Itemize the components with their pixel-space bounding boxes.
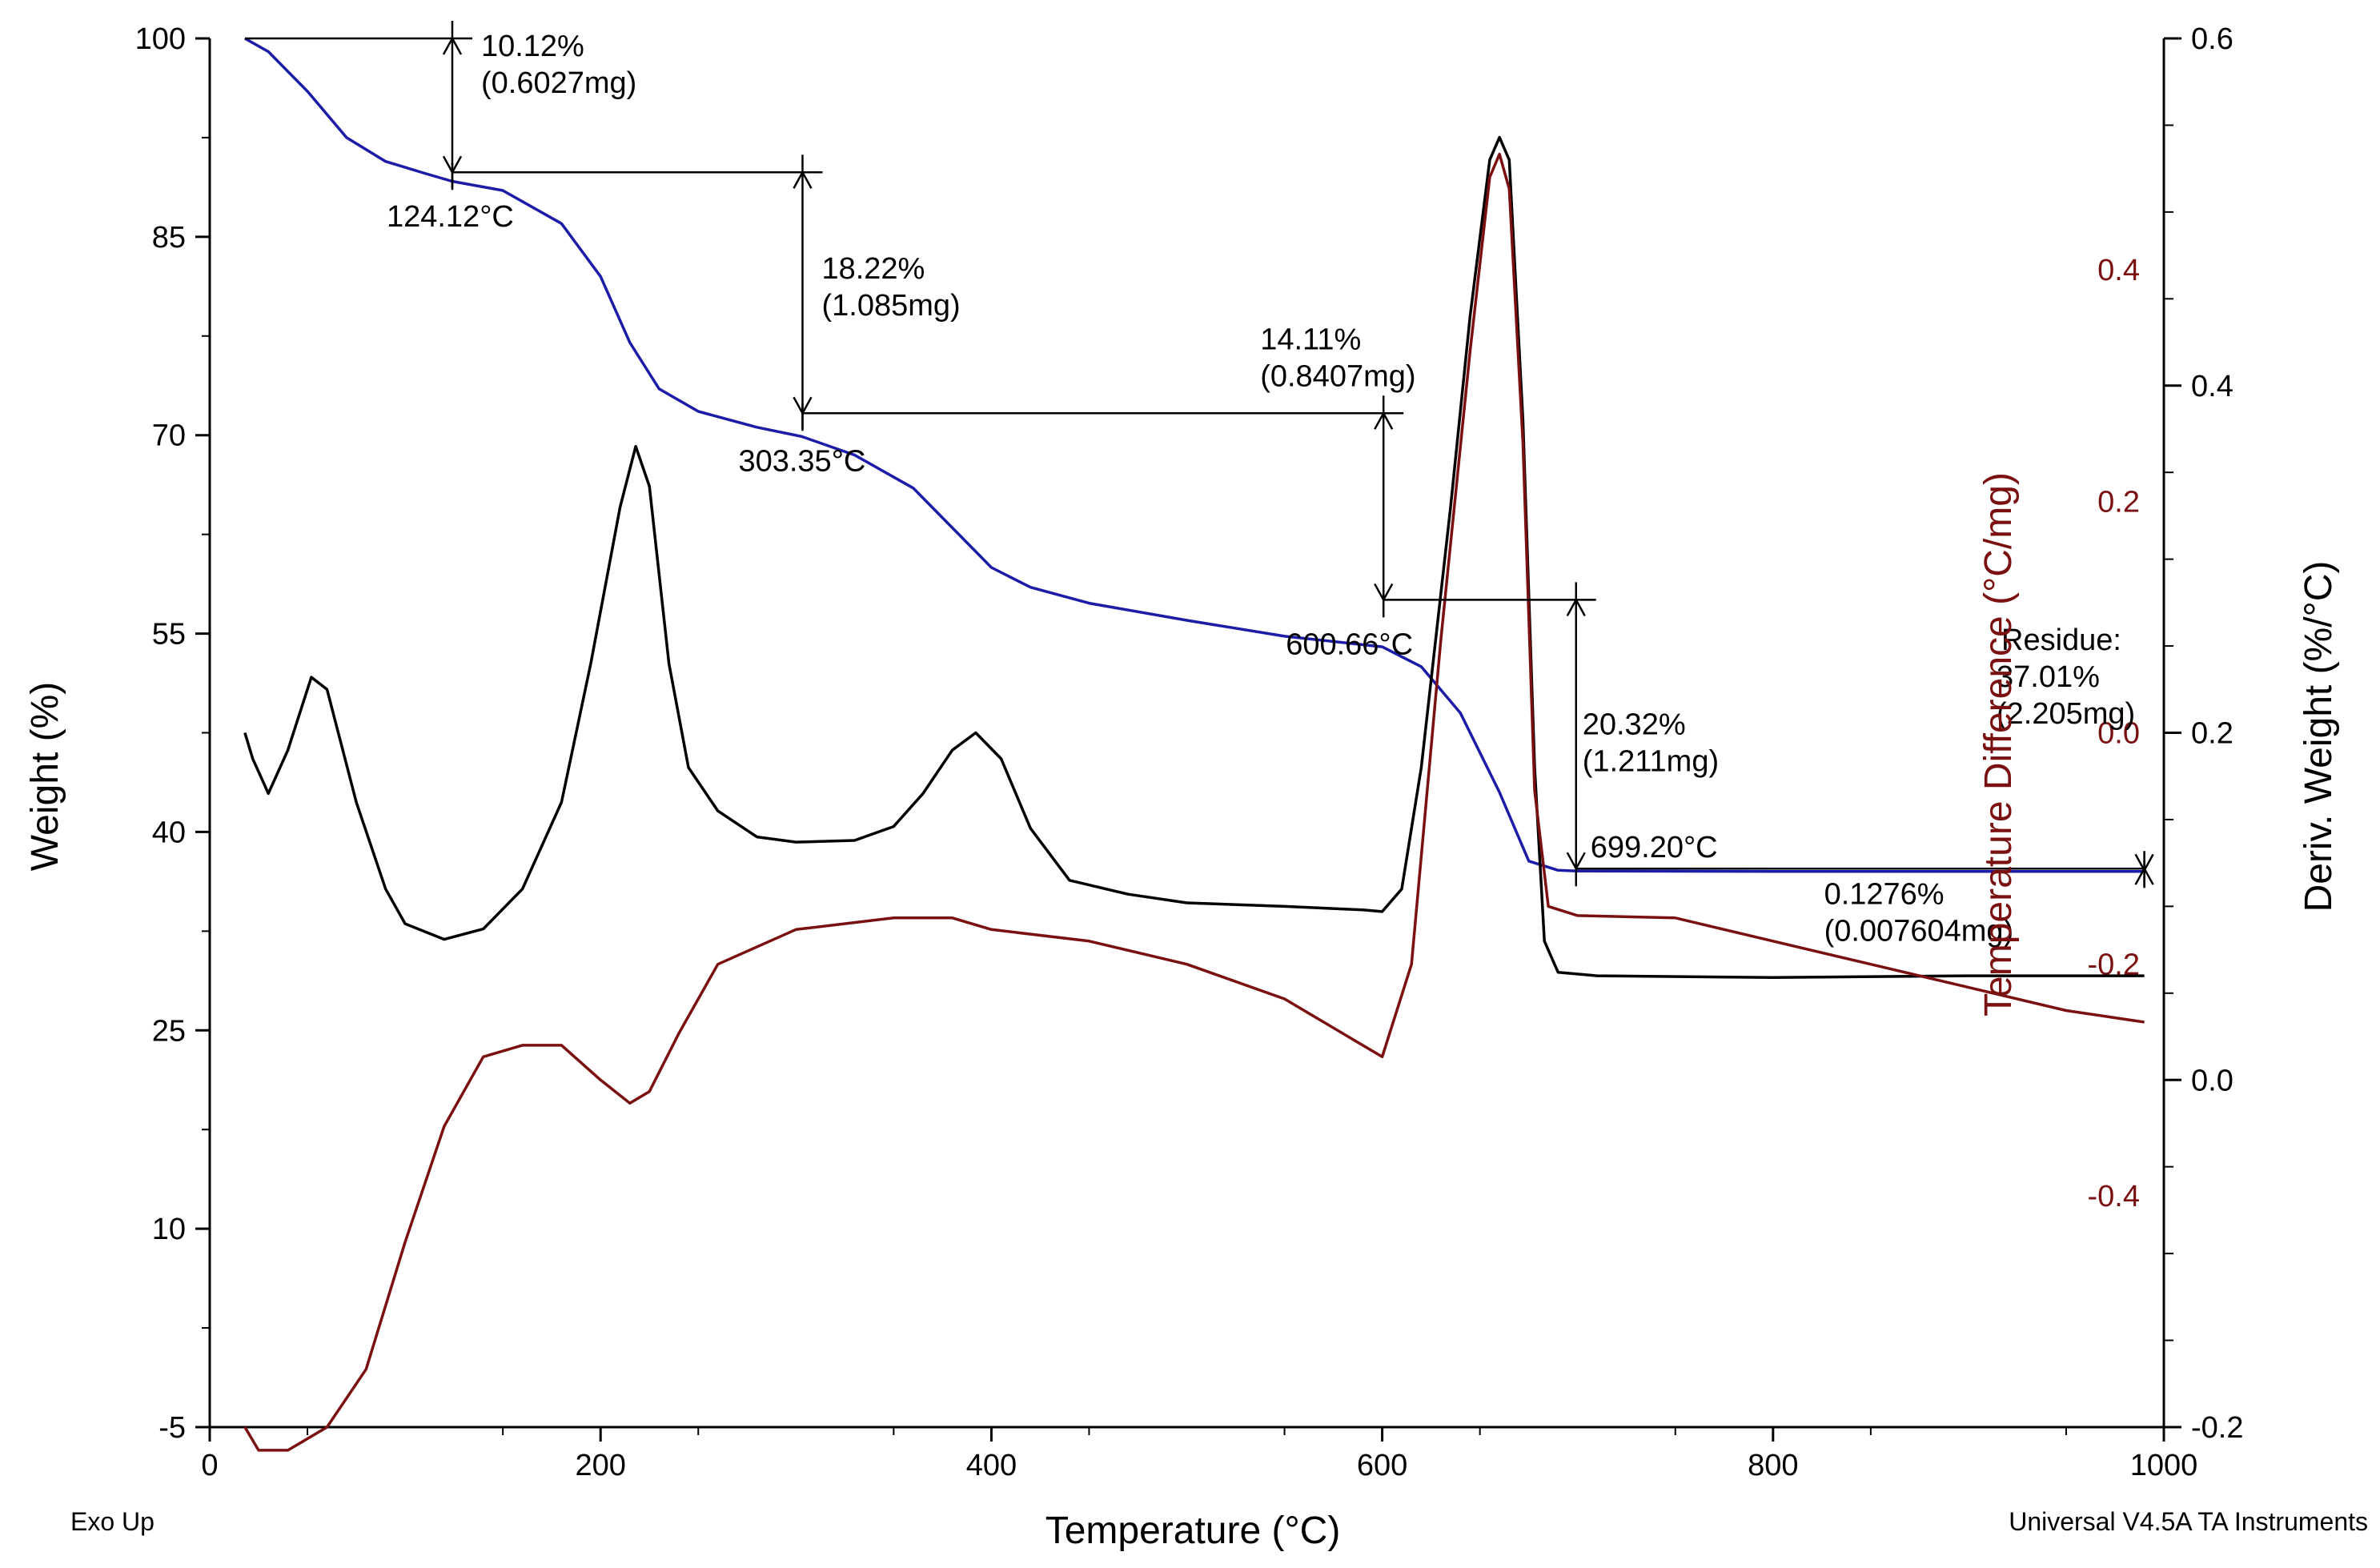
y-weight-tick-label: 100	[135, 22, 186, 56]
x-tick-label: 600	[1357, 1449, 1407, 1482]
y-temp-difference-tick-label: 0.4	[2097, 254, 2140, 287]
residue-annotation: Residue:37.01%(2.205mg)	[1997, 624, 2135, 731]
residue-mass: (2.205mg)	[1997, 697, 2135, 731]
step-percent-label: 20.32%	[1583, 708, 1686, 741]
x-axis-title: Temperature (°C)	[1046, 1510, 1341, 1552]
arrow-head	[1374, 411, 1394, 430]
mass-loss-step: 10.12%(0.6027mg) 124.12°C	[244, 21, 636, 234]
mass-loss-step: 20.32%(1.211mg) 699.20°C	[1383, 582, 1719, 887]
y-weight-tick-label: 25	[152, 1014, 186, 1048]
step-percent-label: 10.12%	[481, 30, 584, 63]
step-mass-label: (1.085mg)	[821, 289, 960, 323]
y-weight-tick-label: 10	[152, 1213, 186, 1246]
titles-layer: Temperature (°C) Weight (%) Temperature …	[24, 472, 2368, 1552]
y-deriv-tick-label: 0.4	[2191, 370, 2234, 403]
y-weight-tick-label: 70	[152, 419, 186, 453]
y-axis-title-weight: Weight (%)	[24, 682, 66, 872]
arrow-head	[442, 36, 463, 55]
y-weight-tick-label: 40	[152, 816, 186, 849]
x-tick-label: 200	[575, 1449, 625, 1482]
step-mass-label: (0.007604mg)	[1824, 914, 2014, 948]
mass-loss-step: 18.22%(1.085mg) 303.35°C	[452, 154, 961, 478]
y-deriv-tick-label: -0.2	[2191, 1411, 2243, 1445]
x-tick-label: 800	[1748, 1449, 1798, 1482]
arrow-head	[1566, 597, 1586, 617]
mass-loss-step: 14.11%(0.8407mg) 600.66°C	[802, 323, 1416, 661]
footer-left: Exo Up	[70, 1507, 155, 1536]
series-line-deriv-weight	[243, 135, 2145, 980]
annotation-layer: 10.12%(0.6027mg) 124.12°C 18.22%(1.085mg) 3…	[244, 21, 2154, 948]
series-line-weight	[244, 37, 2145, 873]
y-temp-difference-tick-label: 0.0	[2097, 717, 2140, 751]
step-percent-label: 14.11%	[1260, 323, 1361, 356]
residue-percent: 37.01%	[1997, 660, 2100, 694]
y-axis-title-deriv-weight: Deriv. Weight (%/°C)	[2298, 561, 2340, 912]
y-temp-difference-tick-label: -0.4	[2088, 1180, 2140, 1213]
step-mass-label: (0.6027mg)	[481, 66, 636, 100]
arrow-head	[793, 170, 813, 189]
step-temperature-label: 699.20°C	[1591, 831, 1718, 864]
y-deriv-tick-label: 0.0	[2191, 1064, 2234, 1097]
step-temperature-label: 303.35°C	[738, 444, 865, 478]
step-mass-label: (0.8407mg)	[1260, 359, 1415, 393]
y-deriv-tick-label: 0.2	[2191, 717, 2234, 751]
y-axis-title-temp-difference: Temperature Difference (°C/mg)	[1977, 472, 2020, 1017]
series-line-temperature-difference	[243, 152, 2145, 1452]
step-percent-label: 18.22%	[821, 252, 925, 286]
y-weight-tick-label: 85	[152, 221, 186, 255]
y-deriv-tick-label: 0.6	[2191, 22, 2234, 56]
x-tick-label: 400	[966, 1449, 1017, 1482]
footer-right: Universal V4.5A TA Instruments	[2009, 1507, 2368, 1536]
step-percent-label: 0.1276%	[1824, 877, 1945, 911]
residue-label: Residue:	[2001, 624, 2121, 657]
step-mass-label: (1.211mg)	[1583, 744, 1719, 778]
y-weight-tick-label: -5	[159, 1411, 186, 1445]
x-tick-label: 1000	[2130, 1449, 2198, 1482]
y-weight-tick-label: 55	[152, 618, 186, 652]
step-temperature-label: 124.12°C	[387, 200, 514, 234]
x-tick-label: 0	[201, 1449, 218, 1482]
step-temperature-label: 600.66°C	[1286, 628, 1413, 661]
series-layer	[243, 37, 2145, 1452]
mass-loss-step: 0.1276%(0.007604mg)	[1575, 851, 2154, 948]
y-temp-difference-tick-label: 0.2	[2097, 485, 2140, 519]
